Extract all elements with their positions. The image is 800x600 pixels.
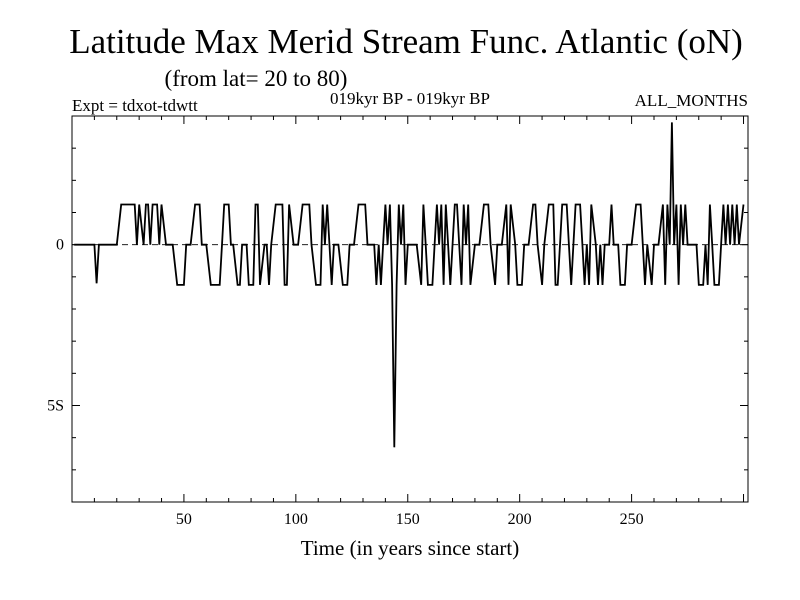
axis-ticks xyxy=(72,115,748,503)
x-tick-labels: 50 100 150 200 250 xyxy=(176,511,644,528)
chart-title: Latitude Max Merid Stream Func. Atlantic… xyxy=(69,22,743,61)
y-tick-label: 5S xyxy=(47,398,64,415)
series-line xyxy=(74,122,745,448)
header-left: Expt = tdxot-tdwtt xyxy=(72,96,198,115)
y-tick-label: 0 xyxy=(56,237,64,254)
plot-frame xyxy=(71,115,749,503)
x-tick-label: 50 xyxy=(176,511,192,528)
chart-subtitle: (from lat= 20 to 80) xyxy=(165,66,348,91)
x-tick-label: 200 xyxy=(508,511,532,528)
x-tick-label: 250 xyxy=(620,511,644,528)
x-tick-label: 150 xyxy=(396,511,420,528)
x-tick-label: 100 xyxy=(284,511,308,528)
x-axis-label: Time (in years since start) xyxy=(301,536,520,560)
header-center: 019kyr BP - 019kyr BP xyxy=(330,89,490,108)
y-tick-labels: 0 5S xyxy=(47,237,64,415)
header-right: ALL_MONTHS xyxy=(635,91,748,110)
